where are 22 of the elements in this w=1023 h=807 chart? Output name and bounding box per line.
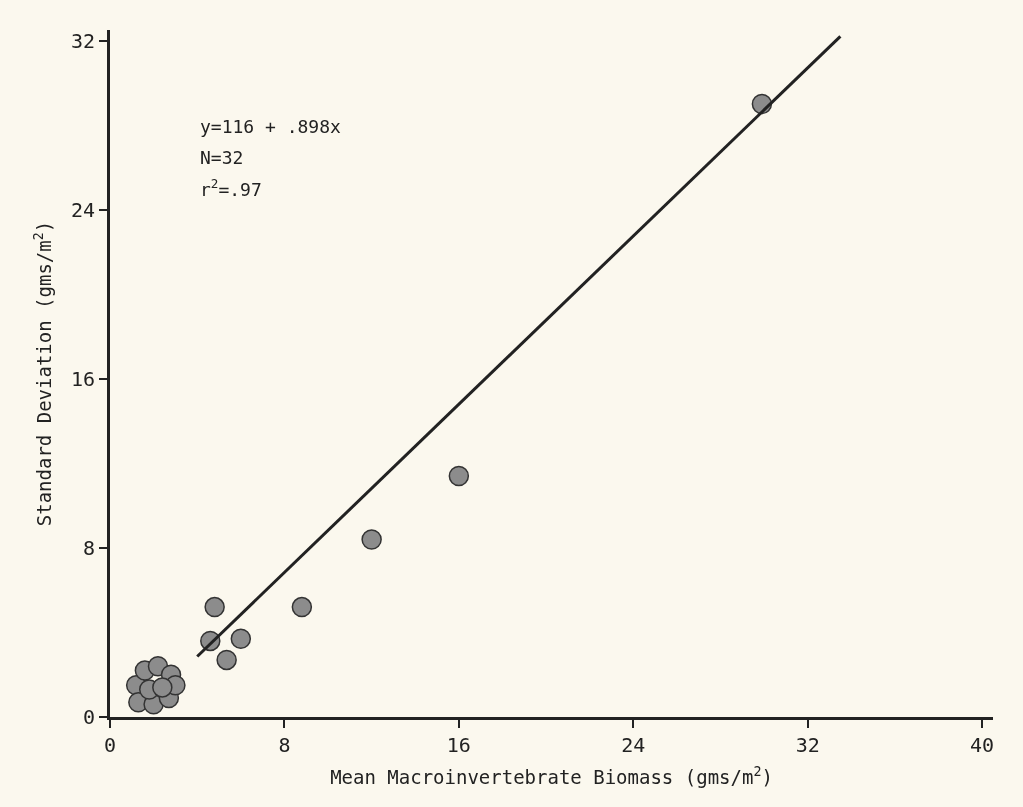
y-tick-label: 24 <box>70 197 95 222</box>
annotation: y=116 + .898x <box>200 116 342 137</box>
point <box>152 677 173 698</box>
x-tick-label: 16 <box>446 733 471 757</box>
y-tick-label: 0 <box>82 705 95 729</box>
annotation: r$^{2}$=.97 <box>200 176 262 200</box>
x-tick-label: 32 <box>795 733 820 757</box>
y-tick-label: 8 <box>82 535 95 560</box>
point <box>204 596 225 618</box>
y-tick-label: 32 <box>70 28 95 53</box>
point <box>291 596 313 618</box>
x-tick-label: 8 <box>278 733 291 757</box>
x-tick-label: 0 <box>103 733 117 757</box>
point <box>448 465 470 487</box>
x-axis-title: Mean Macroinvertebrate Biomass (gms/m$^{2}$) <box>330 763 773 788</box>
annotation: N=32 <box>200 147 244 168</box>
x-tick-label: 24 <box>621 733 646 757</box>
point <box>230 628 252 650</box>
point <box>361 529 382 550</box>
y-tick-label: 16 <box>70 366 95 391</box>
point <box>216 649 237 671</box>
x-tick-label: 40 <box>970 733 995 757</box>
